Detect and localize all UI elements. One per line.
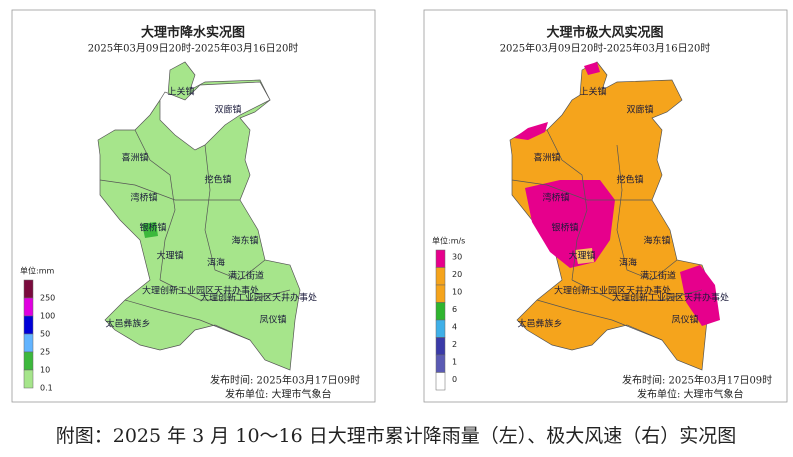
place-label: 大理创新工业园区天井办事处	[200, 292, 317, 304]
legend-label: 1	[452, 358, 457, 367]
caption: 附图：2025 年 3 月 10～16 日大理市累计降雨量（左）、极大风速（右）…	[56, 425, 737, 447]
publish-time: 发布时间: 2025年03月17日09时	[210, 374, 360, 387]
boundary	[134, 129, 176, 281]
place-label: 上关镇	[167, 86, 194, 98]
place-label: 上关镇	[579, 86, 606, 98]
legend-swatch	[435, 319, 446, 338]
legend-swatch	[435, 337, 446, 356]
place-label: 满江街道	[228, 270, 264, 282]
place-label: 喜洲镇	[533, 152, 560, 164]
place-label: 湾桥镇	[542, 192, 569, 204]
legend-label: 0	[452, 375, 457, 384]
place-label: 海东镇	[231, 235, 258, 247]
place-label: 大理创新工业园区天井办事处	[142, 285, 259, 297]
wind-map	[509, 61, 720, 371]
boundary	[159, 279, 291, 301]
legend-label: 30	[452, 253, 462, 262]
legend-swatch	[23, 351, 34, 371]
region	[142, 222, 158, 238]
legend-swatch	[435, 249, 446, 268]
boundary	[536, 299, 663, 341]
publish-time: 发布时间: 2025年03月17日09时	[622, 374, 772, 387]
legend-swatch	[23, 315, 34, 335]
map-title: 大理市极大风实况图	[546, 25, 663, 41]
place-label: 银桥镇	[551, 222, 578, 234]
place-label: 凤仪镇	[259, 314, 286, 326]
place-label: 满江街道	[640, 270, 676, 282]
legend-label: 4	[452, 323, 457, 332]
legend-swatch	[435, 302, 446, 321]
place-label: 大理创新工业园区天井办事处	[554, 285, 671, 297]
legend-swatch	[435, 372, 446, 391]
boundary	[99, 179, 240, 201]
legend-unit: 单位:mm	[20, 266, 54, 276]
legend-label: 50	[40, 330, 50, 339]
map-title: 大理市降水实况图	[141, 25, 245, 41]
place-label: 洱海	[619, 257, 637, 269]
region	[680, 265, 720, 326]
rain-map	[97, 61, 301, 371]
place-label: 双廊镇	[214, 104, 241, 116]
boundary	[546, 129, 588, 281]
legend-label: 2	[452, 340, 457, 349]
region	[159, 81, 271, 151]
region	[575, 248, 594, 264]
region	[584, 62, 600, 75]
legend-label: 250	[40, 294, 55, 303]
legend-label: 20	[452, 270, 462, 279]
place-label: 喜洲镇	[121, 152, 148, 164]
publisher: 发布单位: 大理市气象台	[637, 388, 744, 401]
boundary	[616, 144, 678, 281]
place-label: 大理创新工业园区天井办事处	[612, 292, 729, 304]
legend-swatch	[435, 354, 446, 373]
legend-swatch	[435, 267, 446, 286]
legend-unit: 单位:m/s	[432, 236, 465, 246]
region	[525, 180, 615, 268]
legend-swatch	[23, 279, 34, 299]
legend-label: 0.1	[40, 384, 53, 393]
map-subtitle: 2025年03月09日20时-2025年03月16日20时	[500, 42, 711, 55]
legend-label: 100	[40, 312, 55, 321]
place-label: 洱海	[207, 257, 225, 269]
place-label: 大理镇	[568, 250, 595, 262]
place-label: 挖色镇	[616, 174, 643, 186]
legend-label: 10	[452, 288, 462, 297]
place-label: 太邑彝族乡	[517, 318, 562, 330]
place-label: 双廊镇	[626, 104, 653, 116]
legend-swatch	[435, 284, 446, 303]
map-subtitle: 2025年03月09日20时-2025年03月16日20时	[88, 42, 299, 55]
legend-swatch	[23, 333, 34, 353]
place-label: 凤仪镇	[671, 314, 698, 326]
legend-label: 10	[40, 366, 50, 375]
place-label: 太邑彝族乡	[105, 318, 150, 330]
boundary	[204, 144, 266, 281]
legend-swatch	[23, 369, 34, 389]
place-label: 大理镇	[156, 250, 183, 262]
place-label: 海东镇	[643, 235, 670, 247]
place-label: 湾桥镇	[130, 192, 157, 204]
boundary	[571, 279, 703, 301]
boundary	[124, 299, 251, 341]
legend-label: 6	[452, 305, 457, 314]
place-label: 银桥镇	[139, 222, 166, 234]
place-label: 挖色镇	[204, 174, 231, 186]
legend-swatch	[23, 297, 34, 317]
region	[514, 122, 548, 140]
boundary	[511, 179, 652, 201]
legend-label: 25	[40, 348, 50, 357]
publisher: 发布单位: 大理市气象台	[225, 388, 332, 401]
